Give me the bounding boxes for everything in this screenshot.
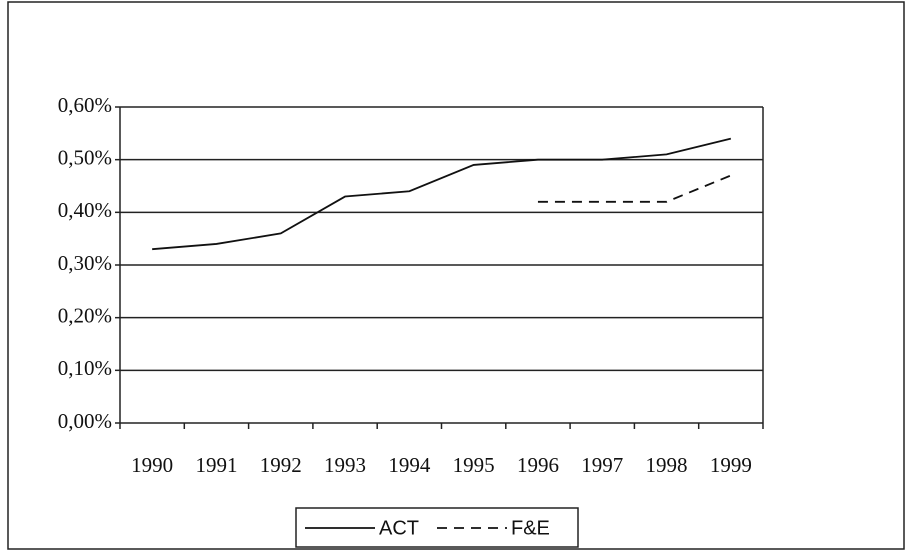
legend-label: ACT [379,517,419,539]
x-tick-label: 1997 [581,453,623,477]
x-tick-label: 1993 [324,453,366,477]
x-tick-label: 1995 [453,453,495,477]
x-tick-label: 1990 [131,453,173,477]
y-tick-label: 0,50% [58,145,112,169]
x-tick-label: 1999 [710,453,752,477]
x-tick-label: 1994 [388,453,431,477]
y-tick-label: 0,20% [58,303,112,327]
y-tick-label: 0,40% [58,198,112,222]
x-tick-label: 1998 [646,453,688,477]
x-tick-label: 1991 [195,453,237,477]
x-tick-label: 1992 [260,453,302,477]
legend-box [295,507,579,548]
series-line [152,137,732,251]
y-tick-label: 0,30% [58,251,112,275]
x-tick-label: 1996 [517,453,559,477]
y-tick-label: 0,00% [58,409,112,433]
series-line [537,174,732,203]
legend-label: F&E [511,517,550,539]
y-tick-label: 0,60% [58,93,112,117]
chart-frame [7,1,905,550]
y-tick-label: 0,10% [58,356,112,380]
